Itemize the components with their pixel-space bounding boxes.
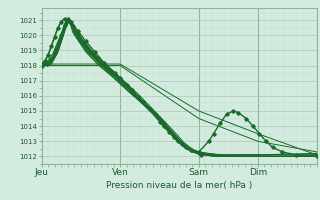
X-axis label: Pression niveau de la mer( hPa ): Pression niveau de la mer( hPa ): [106, 181, 252, 190]
